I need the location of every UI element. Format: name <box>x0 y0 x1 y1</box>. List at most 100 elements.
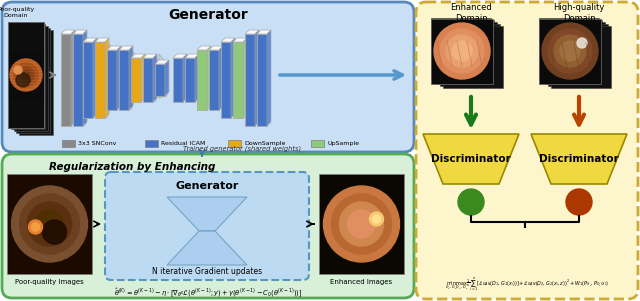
Bar <box>440 24 500 86</box>
Polygon shape <box>209 46 223 50</box>
Polygon shape <box>105 38 109 118</box>
Circle shape <box>28 202 72 246</box>
Bar <box>7 174 92 274</box>
Circle shape <box>458 189 484 215</box>
Text: Generator: Generator <box>175 181 239 191</box>
Polygon shape <box>83 30 87 126</box>
Circle shape <box>16 73 30 87</box>
Polygon shape <box>159 54 167 98</box>
Polygon shape <box>167 231 247 265</box>
Polygon shape <box>267 30 271 126</box>
Circle shape <box>434 23 490 79</box>
Bar <box>228 140 241 147</box>
Bar <box>107 50 117 110</box>
Circle shape <box>369 212 383 226</box>
Bar <box>61 34 71 126</box>
Bar <box>197 50 207 110</box>
Bar <box>119 50 129 110</box>
Polygon shape <box>221 38 235 42</box>
Bar <box>311 140 324 147</box>
Bar <box>83 42 93 118</box>
Bar <box>539 19 601 84</box>
Circle shape <box>14 63 38 87</box>
Text: DownSample: DownSample <box>244 141 285 146</box>
Text: Residual ICAM: Residual ICAM <box>161 141 205 146</box>
Polygon shape <box>141 54 145 102</box>
Bar <box>8 22 42 127</box>
Text: Generator: Generator <box>168 8 248 22</box>
Circle shape <box>348 210 376 238</box>
Circle shape <box>446 35 478 67</box>
Polygon shape <box>207 46 211 110</box>
Polygon shape <box>245 30 259 34</box>
Circle shape <box>14 66 22 74</box>
Bar <box>155 64 165 96</box>
Polygon shape <box>85 34 87 126</box>
Bar <box>19 30 52 135</box>
Polygon shape <box>197 46 211 50</box>
Polygon shape <box>243 38 247 118</box>
Text: Enhanced
Domain: Enhanced Domain <box>450 3 492 23</box>
Text: Poor-quality Images: Poor-quality Images <box>15 279 84 285</box>
Polygon shape <box>117 46 121 110</box>
Circle shape <box>548 29 592 73</box>
Polygon shape <box>183 54 187 102</box>
Polygon shape <box>219 46 223 110</box>
Text: $\hat{\theta}^{(K)} = \theta^{(K-1)} - \eta \cdot [\nabla_{\theta^K} \mathcal{L}: $\hat{\theta}^{(K)} = \theta^{(K-1)} - \… <box>114 287 302 299</box>
Polygon shape <box>131 50 135 110</box>
Circle shape <box>339 202 383 246</box>
Bar <box>95 42 105 118</box>
FancyBboxPatch shape <box>2 154 414 298</box>
Bar <box>257 34 267 126</box>
Bar <box>131 58 141 102</box>
Polygon shape <box>107 42 111 118</box>
Bar <box>73 34 83 126</box>
Circle shape <box>560 41 580 61</box>
FancyBboxPatch shape <box>416 2 638 299</box>
Bar <box>539 18 599 80</box>
Text: 3x3 SNConv: 3x3 SNConv <box>78 141 116 146</box>
Polygon shape <box>129 46 133 110</box>
Bar <box>185 58 195 102</box>
Bar <box>173 58 183 102</box>
Text: Trained generator (shared weights): Trained generator (shared weights) <box>183 145 301 152</box>
Bar <box>8 22 44 128</box>
Circle shape <box>372 215 381 223</box>
Circle shape <box>10 59 42 91</box>
Bar <box>551 26 611 88</box>
Bar <box>11 24 45 129</box>
Circle shape <box>440 29 484 73</box>
Circle shape <box>542 23 598 79</box>
FancyBboxPatch shape <box>105 172 309 280</box>
Bar <box>221 42 231 118</box>
Circle shape <box>18 67 34 83</box>
Text: Enhanced Images: Enhanced Images <box>330 279 392 285</box>
Circle shape <box>29 220 42 234</box>
Polygon shape <box>231 38 235 118</box>
Bar <box>233 42 243 118</box>
Bar <box>434 20 494 82</box>
Polygon shape <box>119 46 133 50</box>
Circle shape <box>22 71 30 79</box>
Polygon shape <box>257 30 271 34</box>
Bar <box>62 140 75 147</box>
Circle shape <box>42 220 67 244</box>
Circle shape <box>323 186 399 262</box>
Circle shape <box>12 186 88 262</box>
Circle shape <box>31 223 40 231</box>
Polygon shape <box>255 30 259 126</box>
Bar <box>145 140 158 147</box>
Text: Regularization by Enhancing: Regularization by Enhancing <box>49 162 215 172</box>
Bar <box>16 28 50 133</box>
Circle shape <box>566 189 592 215</box>
Polygon shape <box>61 30 75 34</box>
Polygon shape <box>155 58 159 102</box>
Text: Poor-quality
Domain: Poor-quality Domain <box>0 7 35 18</box>
Polygon shape <box>143 54 157 58</box>
Text: UpSample: UpSample <box>327 141 359 146</box>
Polygon shape <box>83 38 97 42</box>
Polygon shape <box>131 54 145 58</box>
Bar <box>548 24 608 86</box>
Polygon shape <box>531 134 627 184</box>
Polygon shape <box>173 54 187 58</box>
